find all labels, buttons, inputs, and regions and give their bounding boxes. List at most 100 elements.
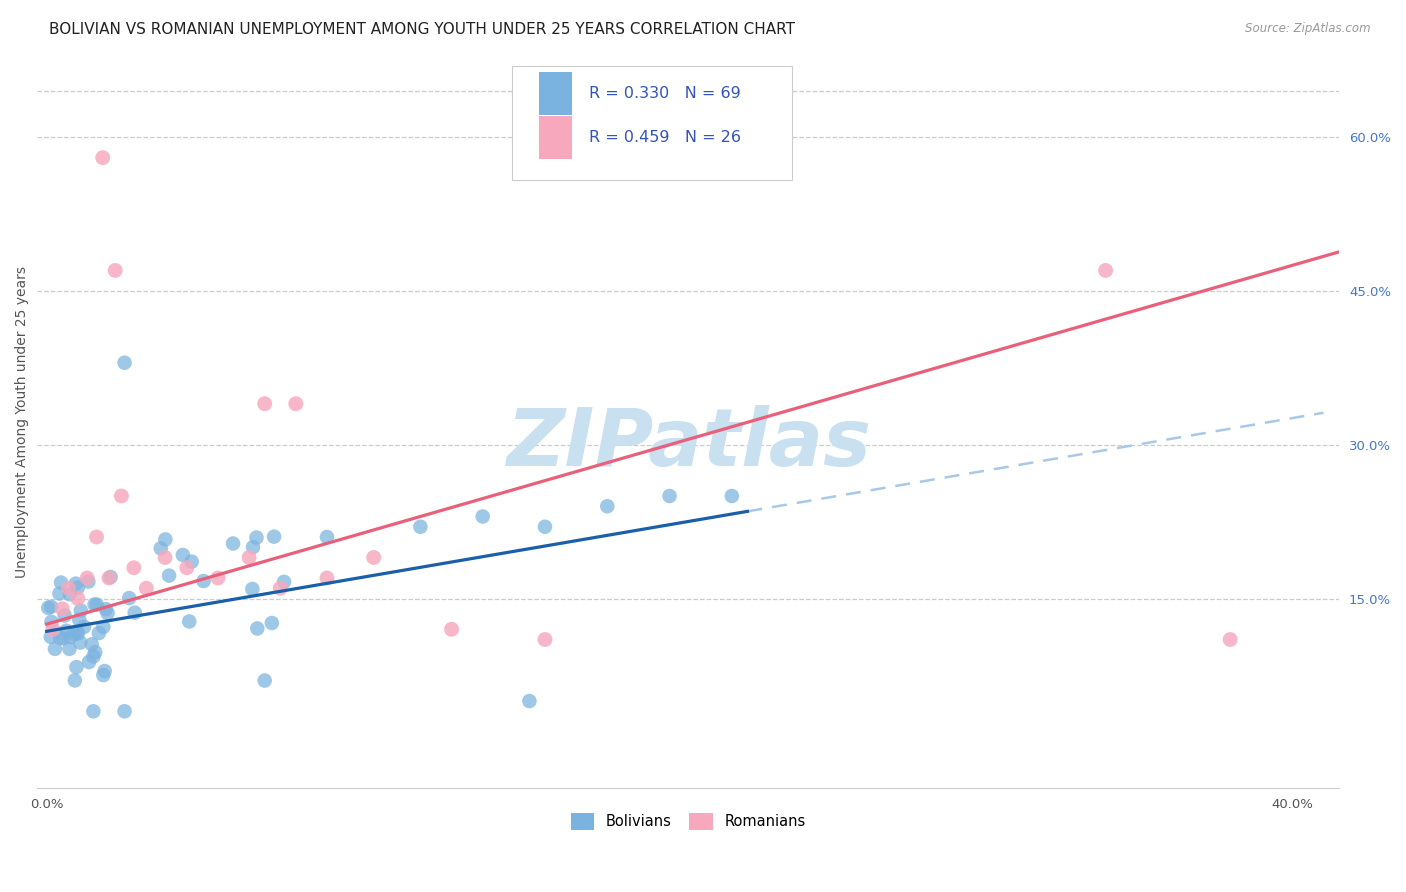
Text: R = 0.330   N = 69: R = 0.330 N = 69 <box>589 87 741 101</box>
Point <box>114 356 136 370</box>
Point <box>94 602 117 616</box>
Point <box>77 655 100 669</box>
Point <box>240 582 263 596</box>
Point <box>222 536 245 550</box>
Point <box>91 620 114 634</box>
Point <box>91 151 114 165</box>
FancyBboxPatch shape <box>513 66 793 180</box>
Point <box>519 694 541 708</box>
Point <box>82 649 104 664</box>
Point <box>1094 263 1116 277</box>
Point <box>93 664 115 678</box>
Point <box>155 533 177 547</box>
Point <box>242 540 264 554</box>
Point <box>440 622 463 636</box>
Point <box>263 530 285 544</box>
Point <box>246 622 269 636</box>
Point <box>63 673 86 688</box>
Point <box>84 645 107 659</box>
Text: Source: ZipAtlas.com: Source: ZipAtlas.com <box>1246 22 1371 36</box>
Point <box>658 489 681 503</box>
Point <box>316 571 339 585</box>
Point <box>83 598 105 612</box>
Point <box>53 608 76 623</box>
Point <box>65 576 87 591</box>
Point <box>179 615 201 629</box>
Point <box>269 581 291 595</box>
Point <box>73 620 96 634</box>
Point <box>69 635 91 649</box>
Point <box>135 581 157 595</box>
Point <box>176 560 198 574</box>
Point <box>86 530 108 544</box>
FancyBboxPatch shape <box>538 116 572 160</box>
Point <box>39 599 62 614</box>
Point <box>69 603 91 617</box>
Point <box>253 673 276 688</box>
Point <box>49 575 72 590</box>
Point <box>52 631 75 645</box>
Point <box>91 668 114 682</box>
Point <box>172 548 194 562</box>
Point <box>97 571 120 585</box>
Point <box>42 622 65 636</box>
Point <box>59 630 82 644</box>
Point <box>596 500 619 514</box>
Point <box>66 625 89 640</box>
Point <box>253 397 276 411</box>
Point <box>180 555 202 569</box>
Point <box>66 591 89 606</box>
Point <box>1219 632 1241 647</box>
Point <box>55 624 77 638</box>
Point <box>153 550 176 565</box>
Point <box>534 632 557 647</box>
Point <box>97 606 120 620</box>
Point <box>238 550 260 565</box>
FancyBboxPatch shape <box>538 72 572 115</box>
Point <box>58 641 80 656</box>
Point <box>100 570 122 584</box>
Point <box>193 574 215 588</box>
Point <box>149 541 172 556</box>
Legend: Bolivians, Romanians: Bolivians, Romanians <box>565 807 811 836</box>
Point <box>77 574 100 589</box>
Point <box>87 626 110 640</box>
Point <box>409 520 432 534</box>
Text: BOLIVIAN VS ROMANIAN UNEMPLOYMENT AMONG YOUTH UNDER 25 YEARS CORRELATION CHART: BOLIVIAN VS ROMANIAN UNEMPLOYMENT AMONG … <box>49 22 796 37</box>
Point <box>471 509 494 524</box>
Point <box>58 581 80 595</box>
Point <box>110 489 132 503</box>
Point <box>82 704 104 718</box>
Point <box>207 571 229 585</box>
Point <box>104 263 127 277</box>
Point <box>76 571 98 585</box>
Point <box>59 587 82 601</box>
Point <box>39 630 62 644</box>
Point <box>721 489 744 503</box>
Point <box>65 660 87 674</box>
Y-axis label: Unemployment Among Youth under 25 years: Unemployment Among Youth under 25 years <box>15 266 30 578</box>
Point <box>245 531 267 545</box>
Point <box>51 601 73 615</box>
Point <box>260 615 283 630</box>
Text: R = 0.459   N = 26: R = 0.459 N = 26 <box>589 130 741 145</box>
Point <box>80 637 103 651</box>
Point <box>1344 632 1367 647</box>
Point <box>316 530 339 544</box>
Text: ZIPatlas: ZIPatlas <box>506 405 870 483</box>
Point <box>273 574 295 589</box>
Point <box>157 568 180 582</box>
Point <box>122 560 145 574</box>
Point <box>44 641 66 656</box>
Point <box>67 613 90 627</box>
Point <box>124 606 146 620</box>
Point <box>49 631 72 645</box>
Point <box>118 591 141 605</box>
Point <box>534 520 557 534</box>
Point <box>114 704 136 718</box>
Point <box>66 626 89 640</box>
Point <box>363 550 385 565</box>
Point <box>41 615 63 629</box>
Point <box>63 627 86 641</box>
Point <box>86 598 108 612</box>
